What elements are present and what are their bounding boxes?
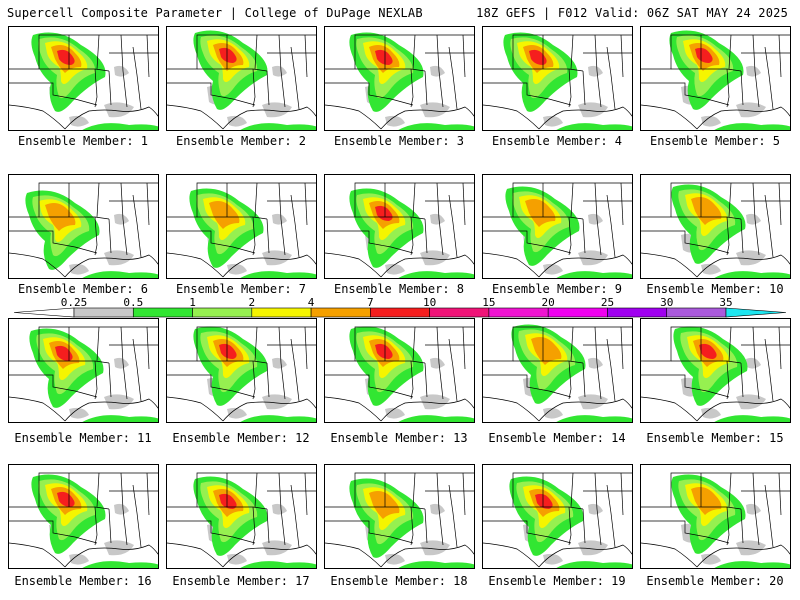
ensemble-member-map [8, 26, 159, 131]
panel-label: Ensemble Member: 12 [172, 431, 310, 445]
legend-tick-label: 25 [600, 296, 615, 309]
ensemble-member-map [166, 26, 317, 131]
ensemble-member-map [324, 318, 475, 423]
legend-color-swatch [429, 307, 490, 318]
ensemble-member-map [324, 174, 475, 279]
panel-label: Ensemble Member: 19 [488, 574, 626, 588]
legend-tick-label: 1 [189, 296, 196, 309]
panel-label: Ensemble Member: 1 [17, 134, 149, 148]
ensemble-member-map [640, 464, 791, 569]
legend-tick-label: 0.25 [60, 296, 88, 309]
ensemble-member-map [8, 464, 159, 569]
legend-color-swatch [192, 307, 253, 318]
ensemble-member-map [166, 464, 317, 569]
panel-label: Ensemble Member: 3 [333, 134, 465, 148]
ensemble-member-map [324, 464, 475, 569]
ensemble-member-map [8, 174, 159, 279]
panel-label: Ensemble Member: 20 [646, 574, 784, 588]
legend-color-swatch [547, 307, 608, 318]
panel-label: Ensemble Member: 14 [488, 431, 626, 445]
legend-color-swatch [310, 307, 371, 318]
ensemble-member-map [482, 174, 633, 279]
legend-tick-label: 30 [660, 296, 674, 309]
panel-label: Ensemble Member: 2 [175, 134, 307, 148]
panel-label: Ensemble Member: 15 [646, 431, 784, 445]
panel-label: Ensemble Member: 9 [491, 282, 623, 296]
panel-label: Ensemble Member: 4 [491, 134, 623, 148]
ensemble-member-map [166, 174, 317, 279]
legend-color-swatch [488, 307, 549, 318]
legend-under-triangle [13, 307, 75, 318]
legend-tick-label: 7 [367, 296, 374, 309]
panel-label: Ensemble Member: 8 [333, 282, 465, 296]
ensemble-member-map [640, 26, 791, 131]
legend-color-swatch [370, 307, 430, 318]
legend-tick-label: 10 [423, 296, 437, 309]
legend-tick-label: 4 [307, 296, 315, 309]
ensemble-member-map [482, 464, 633, 569]
ensemble-member-map [482, 318, 633, 423]
panel-label: Ensemble Member: 13 [330, 431, 468, 445]
legend-tick-label: 35 [719, 296, 733, 309]
legend-color-swatch [251, 307, 312, 318]
ensemble-member-map [324, 26, 475, 131]
legend-color-swatch [132, 307, 193, 318]
legend-color-swatch [73, 307, 134, 318]
legend-color-swatch [666, 307, 727, 318]
panel-label: Ensemble Member: 10 [646, 282, 784, 296]
ensemble-member-map [640, 174, 791, 279]
legend-color-swatch [607, 307, 668, 318]
run-valid-time: 18Z GEFS | F012 Valid: 06Z SAT MAY 24 20… [476, 6, 788, 20]
ensemble-member-map [640, 318, 791, 423]
legend-over-triangle [725, 307, 787, 318]
panel-label: Ensemble Member: 18 [330, 574, 468, 588]
panel-label: Ensemble Member: 6 [17, 282, 149, 296]
ensemble-member-map [482, 26, 633, 131]
panel-label: Ensemble Member: 16 [14, 574, 152, 588]
legend-tick-label: 2 [248, 296, 256, 309]
panel-label: Ensemble Member: 17 [172, 574, 310, 588]
panel-label: Ensemble Member: 5 [649, 134, 781, 148]
legend-tick-label: 15 [482, 296, 496, 309]
ensemble-member-map [8, 318, 159, 423]
chart-title: Supercell Composite Parameter | College … [7, 6, 423, 20]
panel-label: Ensemble Member: 11 [14, 431, 152, 445]
legend-tick-label: 20 [541, 296, 555, 309]
panel-label: Ensemble Member: 7 [175, 282, 307, 296]
legend-tick-label: 0.5 [123, 296, 144, 309]
ensemble-member-map [166, 318, 317, 423]
